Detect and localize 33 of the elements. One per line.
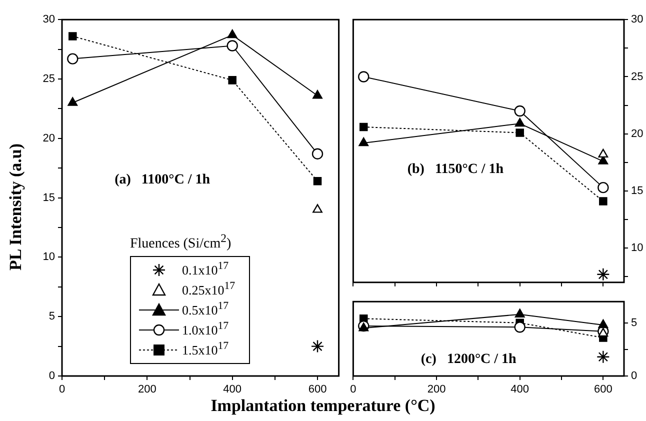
legend-label: 1.5x10$^{17}$ — [182, 340, 229, 359]
x-tick-label: 200 — [427, 384, 446, 396]
y-axis-title: PL Intensity (a.u) — [6, 143, 26, 271]
legend-label: 0.25x10$^{17}$ — [182, 280, 236, 299]
x-tick-label: 200 — [138, 384, 156, 396]
y-tick-label: 10 — [631, 242, 644, 254]
y-tick-label: 20 — [42, 132, 55, 144]
legend-title: Fluences (Si/cm$^{2}$) — [130, 232, 232, 253]
y-tick-label: 10 — [42, 251, 55, 264]
legend-label: 0.1x10$^{17}$ — [182, 260, 229, 279]
x-axis-title: Implantation temperature (°C) — [210, 396, 436, 416]
legend-label: 1.0x10$^{17}$ — [182, 320, 229, 339]
legend-label: 0.5x10$^{17}$ — [182, 300, 229, 319]
x-tick-label: 400 — [510, 384, 530, 396]
y-tick-label: 15 — [42, 192, 55, 204]
y-tick-label: 25 — [631, 70, 644, 83]
annotation: (c) 1200°C / 1h — [420, 352, 517, 368]
y-tick-label: 30 — [42, 14, 55, 26]
y-tick-label: 5 — [48, 310, 55, 323]
y-tick-label: 30 — [631, 14, 644, 26]
x-tick-label: 400 — [223, 384, 242, 396]
x-tick-label: 0 — [58, 384, 66, 396]
y-tick-label: 0 — [631, 370, 638, 382]
y-tick-label: 25 — [42, 73, 55, 86]
y-tick-label: 20 — [631, 128, 644, 140]
x-tick-label: 0 — [350, 384, 356, 396]
x-tick-label: 600 — [308, 384, 327, 396]
x-tick-label: 600 — [594, 384, 612, 396]
annotation: (a) 1100°C / 1h — [114, 172, 210, 188]
y-tick-label: 15 — [631, 185, 644, 198]
y-tick-label: 0 — [48, 370, 55, 382]
y-tick-label: 5 — [631, 316, 638, 329]
annotation: (b) 1150°C / 1h — [407, 162, 504, 178]
